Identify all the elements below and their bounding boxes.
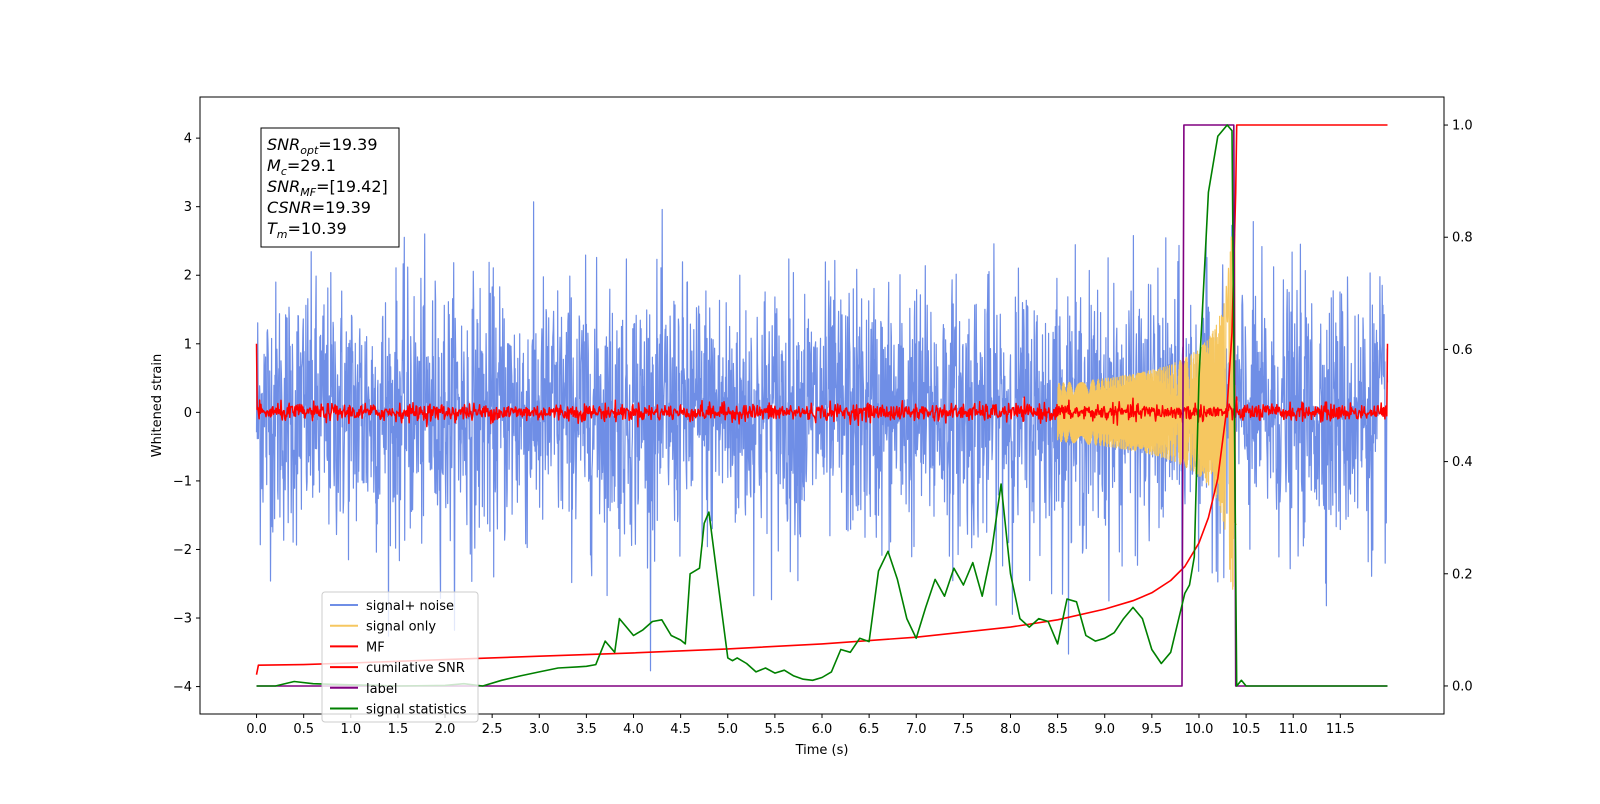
- y-tick-label: −2: [173, 543, 192, 558]
- x-tick-label: 9.5: [1142, 722, 1163, 737]
- x-tick-label: 11.5: [1326, 722, 1355, 737]
- x-tick-label: 4.5: [670, 722, 691, 737]
- x-tick-label: 1.5: [388, 722, 409, 737]
- x-tick-label: 3.5: [576, 722, 597, 737]
- y-tick-label: 3: [184, 200, 192, 215]
- x-tick-label: 2.0: [435, 722, 456, 737]
- annotation-symbol: T: [267, 219, 278, 238]
- x-tick-label: 3.0: [529, 722, 550, 737]
- annotation-value: =10.39: [288, 219, 347, 238]
- y-tick-label: −3: [173, 612, 192, 627]
- series-line-signal-statistics: [256, 124, 1388, 687]
- y-tick-label: −4: [173, 680, 192, 695]
- y2-axis: 0.0 0.2 0.4 0.6 0.8 1.0: [1444, 119, 1473, 694]
- y-tick-label: 1: [184, 337, 192, 352]
- annotation-value: =29.1: [287, 156, 336, 175]
- legend-label: cumilative SNR: [366, 661, 465, 676]
- x-tick-label: 8.5: [1047, 722, 1068, 737]
- x-tick-label: 4.0: [623, 722, 644, 737]
- y-tick-label: 0: [184, 406, 192, 421]
- x-tick-label: 5.0: [717, 722, 738, 737]
- annotation-symbol: SNR: [267, 177, 300, 196]
- x-tick-label: 10.5: [1232, 722, 1261, 737]
- y2-tick-label: 0.2: [1452, 567, 1473, 582]
- annotation-subscript: c: [281, 165, 287, 178]
- y2-tick-label: 1.0: [1452, 119, 1473, 134]
- x-axis: 0.0 0.5 1.0 1.5 2.0 2.5 3.0 3.5 4.0 4.5 5.0 5.5 6.0 6…: [246, 714, 1355, 737]
- legend-label: label: [366, 682, 397, 697]
- series-line-signal-only: [1057, 233, 1238, 590]
- annotation-line: CSNR=19.39: [267, 198, 371, 217]
- y-axis: −4 −3 −2 −1 0 1 2 3 4: [173, 132, 200, 695]
- annotation-symbol: CSNR: [267, 198, 312, 217]
- legend-label: signal statistics: [366, 703, 467, 718]
- annotation-value: =19.39: [318, 135, 377, 154]
- legend-frame: [321, 591, 479, 723]
- x-tick-label: 1.0: [340, 722, 361, 737]
- x-tick-label: 6.0: [812, 722, 833, 737]
- annotation-subscript: m: [277, 228, 288, 241]
- x-tick-label: 5.5: [765, 722, 786, 737]
- legend-label: signal+ noise: [366, 599, 454, 614]
- annotation-subscript: MF: [300, 186, 316, 199]
- legend-label: MF: [366, 640, 385, 655]
- annotation-line: Tm=10.39: [267, 219, 347, 241]
- x-tick-label: 7.0: [906, 722, 927, 737]
- annotation-line: SNRopt=19.39: [267, 135, 378, 157]
- annotation-line: Mc=29.1: [267, 156, 336, 178]
- annotation-frame: [260, 127, 400, 248]
- x-tick-label: 6.5: [859, 722, 880, 737]
- x-axis-label: Time (s): [795, 743, 849, 758]
- annotation-subscript: opt: [300, 144, 319, 157]
- annotation-value: =19.39: [312, 198, 371, 217]
- legend: signal+ noise signal only MF cumilative SNR…: [321, 591, 479, 723]
- annotation-symbol: SNR: [267, 135, 300, 154]
- annotation-box: SNRopt=19.39Mc=29.1SNRMF=[19.42]CSNR=19.…: [260, 127, 400, 248]
- series-line-mf: [255, 343, 1389, 428]
- x-tick-label: 2.5: [482, 722, 503, 737]
- annotation-value: =[19.42]: [316, 177, 388, 196]
- legend-label: signal only: [366, 620, 436, 635]
- y-axis-label: Whitened strain: [150, 354, 165, 457]
- x-tick-label: 0.5: [293, 722, 314, 737]
- annotation-symbol: M: [267, 156, 281, 175]
- x-tick-label: 7.5: [953, 722, 974, 737]
- x-tick-label: 11.0: [1279, 722, 1308, 737]
- y2-tick-label: 0.4: [1452, 455, 1473, 470]
- y-tick-label: 4: [184, 132, 192, 147]
- x-tick-label: 10.0: [1184, 722, 1213, 737]
- y2-tick-label: 0.0: [1452, 679, 1473, 694]
- x-tick-label: 8.0: [1000, 722, 1021, 737]
- y2-tick-label: 0.8: [1452, 231, 1473, 246]
- y2-tick-label: 0.6: [1452, 343, 1473, 358]
- y-tick-label: −1: [173, 474, 192, 489]
- x-tick-label: 9.0: [1094, 722, 1115, 737]
- annotation-line: SNRMF=[19.42]: [267, 177, 388, 199]
- y-tick-label: 2: [184, 269, 192, 284]
- x-tick-label: 0.0: [246, 722, 267, 737]
